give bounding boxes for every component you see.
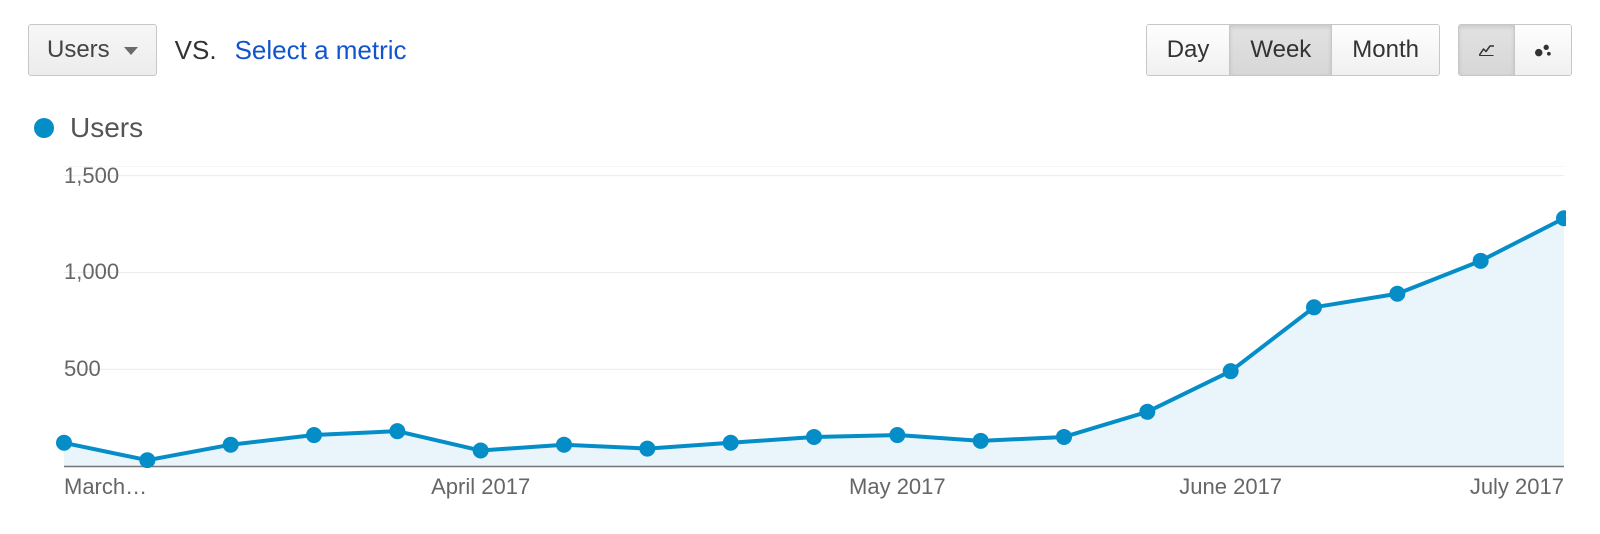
legend-series-dot (34, 118, 54, 138)
x-axis-tick-label: June 2017 (1179, 474, 1282, 500)
chart-area: 5001,0001,500 March…April 2017May 2017Ju… (34, 166, 1572, 468)
primary-metric-dropdown[interactable]: Users (28, 24, 157, 76)
granularity-day-button[interactable]: Day (1147, 25, 1231, 75)
x-axis-tick-label: March… (64, 474, 147, 500)
toolbar-right: Day Week Month (1146, 24, 1572, 76)
select-comparison-metric-link[interactable]: Select a metric (235, 35, 407, 66)
line-chart-view-button[interactable] (1459, 25, 1515, 75)
chart-legend: Users (34, 112, 1572, 144)
y-axis-tick-label: 500 (64, 356, 101, 382)
x-axis-tick-label: April 2017 (431, 474, 530, 500)
chart-toolbar: Users VS. Select a metric Day Week Month (28, 18, 1572, 82)
chart-type-segmented-control (1458, 24, 1572, 76)
motion-chart-view-button[interactable] (1515, 25, 1571, 75)
y-axis-tick-label: 1,500 (64, 163, 119, 189)
y-axis-labels: 5001,0001,500 (34, 166, 114, 466)
line-chart (34, 166, 1566, 468)
vs-label: VS. (175, 35, 217, 66)
granularity-month-button[interactable]: Month (1332, 25, 1439, 75)
granularity-week-button[interactable]: Week (1230, 25, 1332, 75)
primary-metric-label: Users (47, 36, 110, 64)
line-chart-icon (1479, 38, 1494, 62)
toolbar-left: Users VS. Select a metric (28, 24, 407, 76)
y-axis-tick-label: 1,000 (64, 259, 119, 285)
granularity-segmented-control: Day Week Month (1146, 24, 1440, 76)
x-axis-tick-label: July 2017 (1470, 474, 1564, 500)
chevron-down-icon (124, 47, 138, 55)
legend-series-label: Users (70, 112, 143, 144)
motion-chart-icon (1535, 37, 1551, 63)
x-axis-labels: March… April 2017 May 2017 June 2017 July 20… (34, 474, 1566, 504)
x-axis-tick-label: May 2017 (849, 474, 946, 500)
